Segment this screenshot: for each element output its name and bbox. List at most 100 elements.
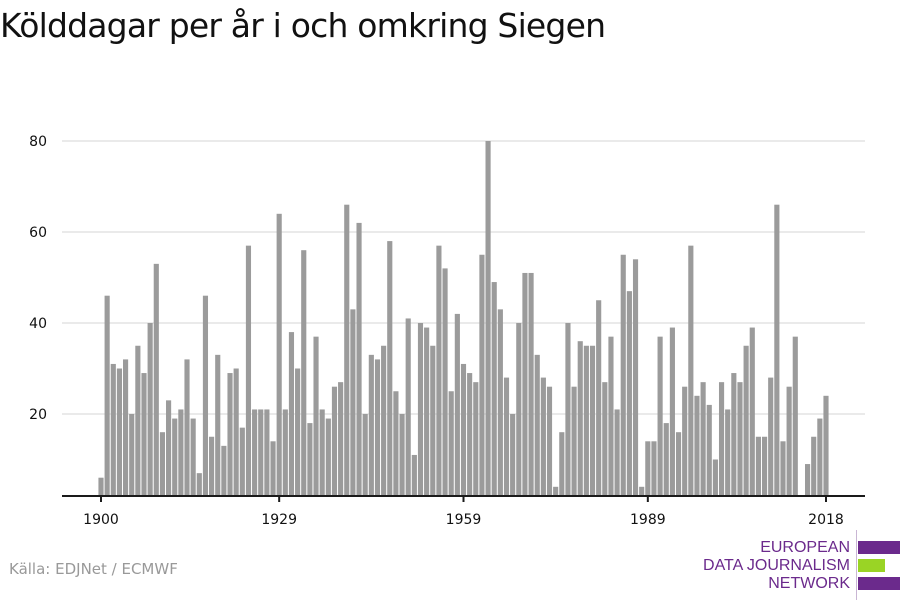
chart-title: Kölddagar per år i och omkring Siegen	[0, 6, 606, 45]
bar-1909	[153, 263, 159, 496]
logo-line-1: EUROPEAN	[760, 539, 850, 556]
bars	[98, 141, 829, 497]
bar-1937	[325, 418, 331, 496]
bar-1963	[485, 141, 491, 496]
bar-1942	[356, 222, 362, 496]
bar-1944	[368, 354, 374, 496]
bar-1919	[215, 354, 221, 496]
bar-1958	[454, 313, 460, 496]
bar-1984	[614, 409, 620, 496]
bar-1912	[172, 418, 178, 496]
bar-1931	[288, 332, 295, 496]
bar-1906	[135, 345, 141, 496]
bar-1921	[227, 373, 233, 496]
bar-1939	[338, 382, 344, 496]
bar-1927	[264, 409, 270, 496]
bar-1905	[129, 414, 135, 496]
bar-1994	[675, 432, 682, 496]
bar-1976	[565, 323, 571, 496]
bar-2000	[712, 459, 718, 496]
bar-1920	[221, 445, 227, 496]
bar-1923	[239, 427, 245, 496]
bar-1949	[399, 414, 405, 496]
bar-1910	[159, 432, 166, 496]
bar-1970	[528, 272, 534, 496]
bar-1943	[362, 414, 368, 496]
bar-1913	[178, 409, 184, 496]
bar-1974	[553, 486, 559, 496]
bar-1922	[233, 368, 239, 496]
bar-2007	[755, 436, 761, 496]
bar-1989	[645, 441, 651, 496]
bar-2010	[774, 204, 780, 496]
bar-1981	[596, 300, 602, 496]
bar-1965	[497, 309, 503, 496]
bar-1901	[104, 295, 110, 496]
bar-1933	[301, 250, 307, 496]
logo-bar-top	[858, 541, 900, 554]
x-tick-label: 1900	[83, 512, 119, 528]
bar-1904	[123, 359, 129, 496]
bar-1924	[245, 245, 252, 496]
bar-1941	[350, 309, 356, 496]
bar-1916	[196, 473, 202, 496]
bar-1917	[202, 295, 209, 496]
bar-1959	[460, 363, 467, 496]
bar-2005	[743, 345, 749, 496]
bar-1946	[381, 345, 387, 496]
bar-1957	[448, 391, 454, 496]
bar-1925	[252, 409, 258, 496]
edjnet-logo: EUROPEAN DATA JOURNALISM NETWORK	[700, 530, 900, 600]
bar-1956	[442, 268, 448, 496]
bar-1993	[669, 327, 675, 496]
bar-2011	[780, 441, 786, 496]
bar-1926	[258, 409, 264, 496]
bar-1966	[503, 377, 510, 496]
bar-2015	[805, 464, 811, 496]
bar-1908	[147, 323, 153, 496]
bar-2009	[768, 377, 774, 496]
source-note: Källa: EDJNet / ECMWF	[9, 560, 178, 578]
bar-1902	[110, 363, 116, 496]
bar-1914	[184, 359, 190, 496]
bar-2006	[749, 327, 755, 496]
bar-1971	[534, 354, 540, 496]
bar-1911	[166, 400, 172, 496]
bar-2004	[737, 382, 743, 496]
bar-1973	[546, 386, 553, 496]
x-tick-label: 1929	[261, 512, 297, 528]
bar-1992	[663, 423, 669, 496]
logo-divider	[856, 530, 857, 600]
bar-1972	[540, 377, 546, 496]
bar-1991	[657, 336, 663, 496]
bar-1977	[571, 386, 577, 496]
bar-1969	[522, 272, 528, 496]
bar-1985	[620, 254, 626, 496]
bar-1953	[424, 327, 430, 496]
bar-1982	[602, 382, 608, 496]
bar-1940	[344, 204, 350, 496]
bar-1948	[393, 391, 399, 496]
bar-2012	[786, 386, 792, 496]
bar-1978	[577, 341, 583, 496]
bar-2001	[718, 382, 725, 496]
x-tick-label: 1989	[630, 512, 666, 528]
x-axis-ticks: 1900 1929 1959 1989 2018	[83, 496, 844, 528]
bar-chart: 20 40 60 80 1900 1929 1959 1989 2018	[29, 134, 865, 528]
bar-2018	[823, 395, 829, 496]
bar-1975	[559, 432, 565, 496]
gridlines	[62, 140, 865, 415]
logo-line-2: DATA JOURNALISM	[703, 557, 850, 574]
bar-2003	[731, 373, 737, 496]
bar-1995	[682, 386, 688, 496]
bar-1903	[116, 368, 122, 496]
bar-1968	[516, 323, 522, 496]
bar-1945	[374, 359, 381, 496]
bar-2008	[761, 436, 768, 496]
bar-1936	[319, 409, 325, 496]
x-tick-label: 1959	[446, 512, 482, 528]
bar-1961	[473, 382, 479, 496]
bar-1951	[411, 454, 417, 496]
bar-1950	[405, 318, 411, 496]
y-tick-label: 20	[29, 407, 47, 423]
